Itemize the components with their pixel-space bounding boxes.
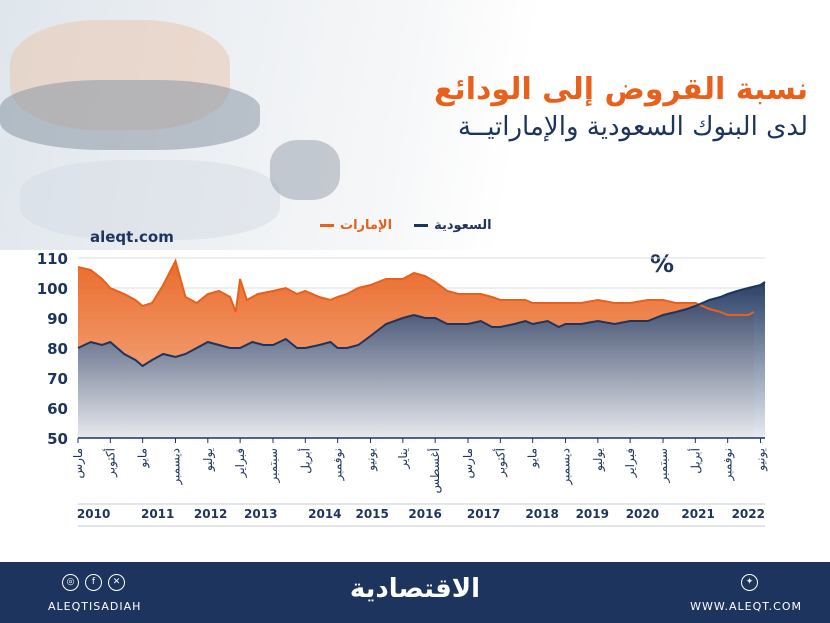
year-label: 2015 [355, 507, 388, 521]
year-label: 2017 [467, 507, 500, 521]
y-axis: 50 60 70 80 90 100 110 [37, 250, 68, 448]
legend-uae-swatch [320, 224, 334, 227]
x-tick-label: مارس [461, 448, 476, 479]
legend-saudi-swatch [414, 224, 429, 227]
x-tick-label: مارس [71, 448, 86, 479]
unit-label: % [650, 250, 675, 278]
y-tick-label: 70 [47, 370, 68, 388]
paper-chart-photo-shape [20, 160, 280, 240]
year-label: 2018 [525, 507, 558, 521]
x-icon[interactable]: ✕ [108, 574, 125, 591]
page-subtitle: لدى البنوك السعودية والإماراتيــة [458, 112, 808, 142]
footer-brand-logo: الاقتصادية [349, 574, 481, 604]
x-tick-label: يونيو [754, 448, 769, 472]
saudi-area [78, 282, 765, 438]
globe-icon[interactable]: ✦ [741, 574, 758, 591]
uae-line [77, 258, 755, 316]
facebook-icon[interactable]: f [85, 574, 102, 591]
x-tick-label: مايو [526, 448, 541, 469]
page-title: نسبة القروض إلى الودائع [433, 72, 808, 107]
chart-legend: السعودية الإمارات [320, 218, 492, 233]
year-label: 2022 [732, 507, 765, 521]
instagram-icon[interactable]: ◎ [62, 574, 79, 591]
series-areas [77, 258, 766, 438]
legend-saudi: السعودية [414, 218, 492, 233]
x-tick-label: يوليو [201, 448, 216, 472]
x-tick-label: يوليو [591, 448, 606, 472]
year-label: 2010 [77, 507, 110, 521]
y-tick-label: 50 [47, 430, 68, 448]
social-icons: ◎ f ✕ [62, 574, 125, 591]
y-tick-label: 60 [47, 400, 68, 418]
laptop-photo-shape [0, 80, 260, 150]
year-label: 2012 [194, 507, 227, 521]
footer-bar: ◎ f ✕ ALEQTISADIAH الاقتصادية ✦ WWW.ALEQ… [0, 562, 830, 623]
x-tick-label: نوفمبر [721, 448, 736, 481]
x-tick-label: يونيو [364, 448, 379, 472]
x-tick-label: يناير [396, 448, 411, 470]
y-tick-label: 90 [47, 310, 68, 328]
header-background-photo [0, 0, 830, 250]
x-axis: مارس أكتوبر مايو ديسمبر يوليو فبراير سبتمبر أبر… [71, 437, 769, 527]
footer-site-link[interactable]: WWW.ALEQT.COM [690, 600, 802, 613]
x-tick-label: سبتمبر [656, 448, 671, 483]
x-tick-label: أبريل [687, 448, 703, 474]
year-label: 2020 [626, 507, 659, 521]
footer-handle[interactable]: ALEQTISADIAH [48, 600, 142, 613]
y-tick-label: 100 [37, 280, 68, 298]
year-label: 2019 [576, 507, 609, 521]
legend-uae-label: الإمارات [340, 218, 393, 233]
x-tick-label: أكتوبر [492, 448, 508, 478]
x-tick-label: مايو [136, 448, 151, 469]
saudi-line [77, 281, 766, 368]
y-tick-label: 110 [37, 250, 68, 268]
loan-deposit-chart: 50 60 70 80 90 100 110 مارس أكتوبر مايو ديسمبر يول… [37, 250, 769, 527]
legend-saudi-label: السعودية [434, 218, 492, 233]
year-label: 2011 [141, 507, 174, 521]
x-tick-label: أكتوبر [102, 448, 118, 478]
x-tick-label: فبراير [623, 448, 638, 478]
year-label: 2016 [408, 507, 441, 521]
year-label: 2014 [308, 507, 341, 521]
watermark: aleqt.com [90, 228, 174, 246]
x-tick-label: نوفمبر [331, 448, 346, 481]
legend-uae: الإمارات [320, 218, 392, 233]
calculator-photo-shape [270, 140, 340, 200]
year-label: 2021 [681, 507, 714, 521]
year-label: 2013 [244, 507, 277, 521]
x-tick-label: سبتمبر [266, 448, 281, 483]
y-tick-label: 80 [47, 340, 68, 358]
x-tick-label: أغسطس [427, 448, 443, 493]
x-tick-label: ديسمبر [169, 448, 184, 486]
x-tick-label: فبراير [233, 448, 248, 478]
x-tick-label: ديسمبر [559, 448, 574, 486]
x-tick-label: أبريل [297, 448, 313, 474]
